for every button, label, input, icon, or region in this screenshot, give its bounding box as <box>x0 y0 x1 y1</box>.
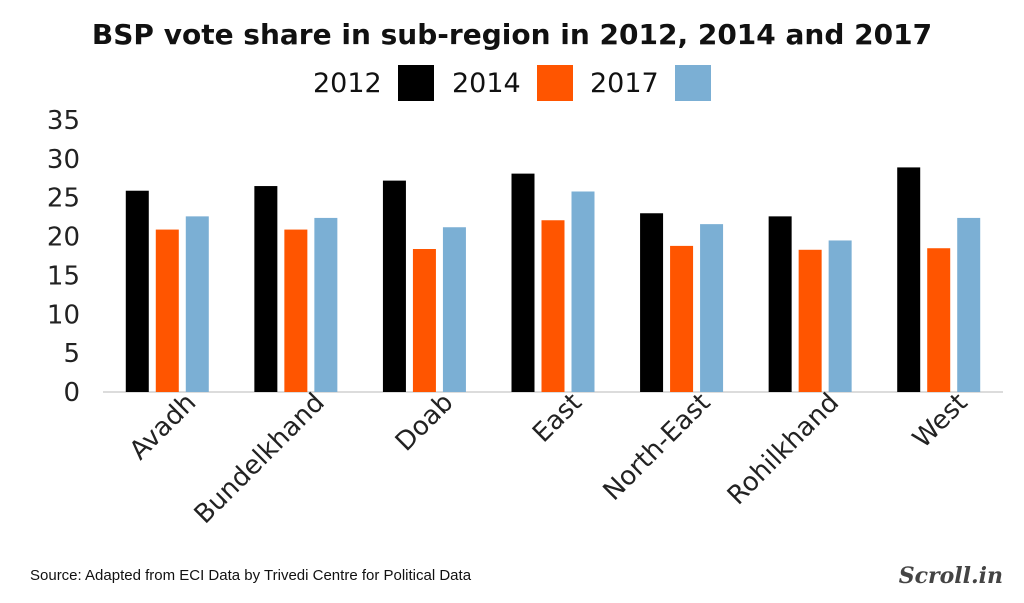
x-tick-label: North-East <box>598 388 717 507</box>
y-axis: 0 5 10 15 20 25 30 35 <box>47 106 80 408</box>
bar-2017-west <box>957 217 981 392</box>
bar-2014-doab <box>412 249 436 392</box>
bar-2014-rohilkhand <box>798 249 822 392</box>
x-tick-label: Doab <box>390 388 460 458</box>
x-tick-label: Rohilkhand <box>722 388 845 511</box>
x-tick-label: Avadh <box>124 388 202 466</box>
bar-2012-east <box>511 173 535 392</box>
y-tick-label: 0 <box>63 378 80 408</box>
bar-2014-avadh <box>155 229 179 392</box>
legend-swatch-2017 <box>675 65 711 101</box>
y-tick-label: 30 <box>47 145 80 175</box>
source-note: Source: Adapted from ECI Data by Trivedi… <box>30 567 472 584</box>
y-tick-label: 15 <box>47 261 80 291</box>
bar-2014-west <box>927 248 951 392</box>
bar-2017-doab <box>442 227 466 392</box>
bar-2014-bundelkhand <box>284 229 308 392</box>
bar-2012-bundelkhand <box>254 186 278 392</box>
y-tick-label: 35 <box>47 106 80 136</box>
x-tick-label: Bundelkhand <box>189 388 331 530</box>
bar-2014-east <box>541 220 565 392</box>
y-tick-label: 25 <box>47 184 80 214</box>
bar-2012-avadh <box>125 190 149 392</box>
bar-2017-east <box>571 191 595 392</box>
bar-2017-bundelkhand <box>314 217 338 392</box>
bar-2014-north-east <box>670 245 694 392</box>
bar-2012-rohilkhand <box>768 216 792 392</box>
legend-label-2012: 2012 <box>313 68 382 99</box>
legend-label-2014: 2014 <box>452 68 521 99</box>
chart-title: BSP vote share in sub-region in 2012, 20… <box>92 18 932 51</box>
bar-2017-avadh <box>185 216 209 392</box>
legend-swatch-2014 <box>537 65 573 101</box>
y-tick-label: 20 <box>47 223 80 253</box>
y-tick-label: 10 <box>47 300 80 330</box>
bar-2017-north-east <box>700 224 724 392</box>
bars <box>125 167 981 392</box>
bar-2017-rohilkhand <box>828 240 852 392</box>
legend-swatch-2012 <box>398 65 434 101</box>
x-tick-label: East <box>527 388 588 449</box>
legend-label-2017: 2017 <box>590 68 659 99</box>
bar-2012-doab <box>382 180 406 392</box>
brand-logo: Scroll.in <box>899 563 1003 589</box>
x-tick-label: West <box>907 388 973 454</box>
legend: 2012 2014 2017 <box>313 65 711 101</box>
bar-2012-west <box>897 167 921 392</box>
bar-2012-north-east <box>640 213 664 392</box>
y-tick-label: 5 <box>63 339 80 369</box>
